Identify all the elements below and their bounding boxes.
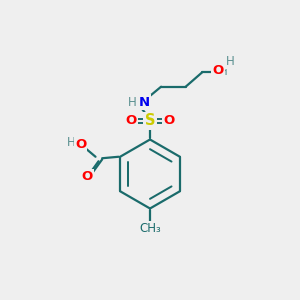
- Text: N: N: [138, 96, 150, 109]
- Text: H: H: [128, 96, 136, 109]
- Text: O: O: [163, 114, 174, 128]
- Text: H: H: [67, 136, 75, 149]
- Text: CH₃: CH₃: [139, 222, 161, 235]
- Text: H: H: [219, 65, 228, 78]
- Text: O: O: [82, 170, 93, 183]
- Text: H: H: [226, 55, 235, 68]
- Text: O: O: [126, 114, 137, 128]
- Text: O: O: [212, 66, 223, 79]
- Text: O: O: [212, 64, 224, 77]
- Text: S: S: [145, 113, 155, 128]
- Text: O: O: [75, 138, 86, 151]
